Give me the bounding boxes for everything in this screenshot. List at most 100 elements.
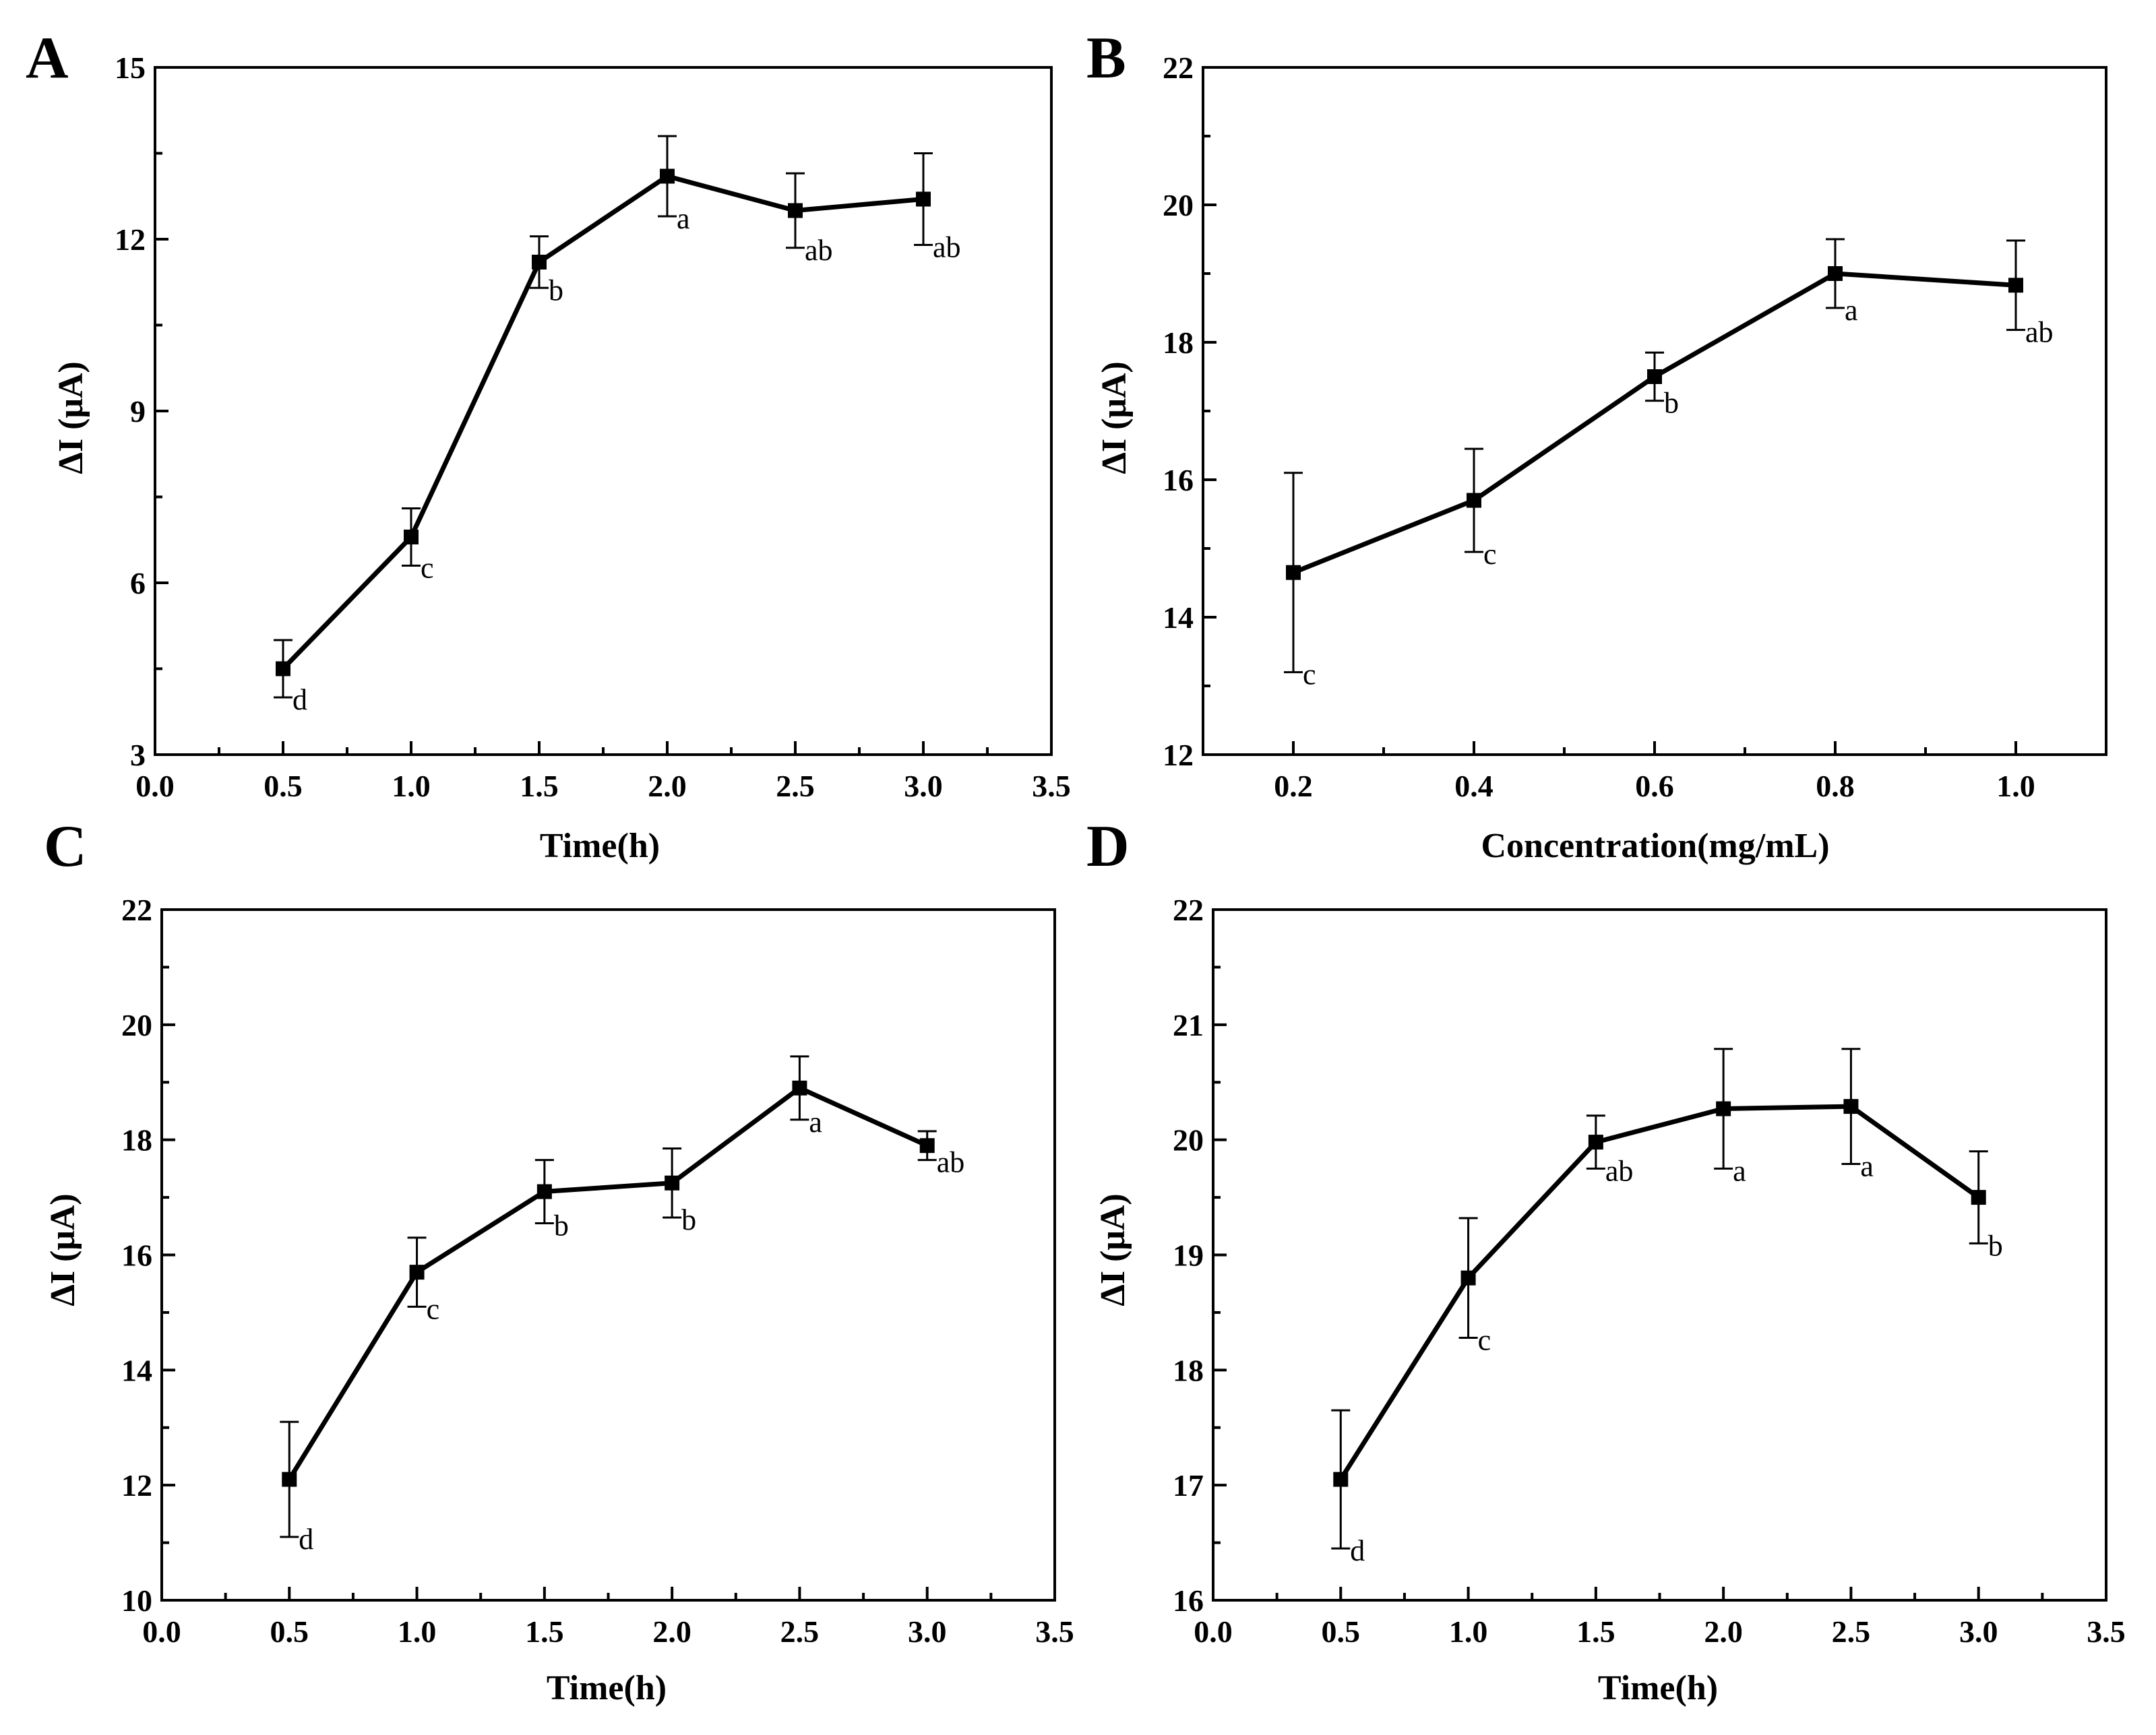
significance-label: d xyxy=(292,683,307,716)
plot-frame xyxy=(1202,66,2107,756)
y-tick-label: 20 xyxy=(121,1008,152,1042)
y-tick-label: 3 xyxy=(130,738,146,772)
x-axis-title: Concentration(mg/mL) xyxy=(1481,827,1829,865)
data-point xyxy=(1467,493,1481,508)
data-point xyxy=(404,530,419,544)
y-tick-label: 18 xyxy=(1173,1353,1204,1387)
data-point xyxy=(919,1138,935,1154)
significance-label: c xyxy=(427,1292,440,1325)
significance-label: b xyxy=(554,1209,569,1242)
series-line xyxy=(1292,271,2016,575)
x-axis-title: Time(h) xyxy=(540,827,660,865)
y-axis-title: ΔI (μA) xyxy=(44,1193,82,1306)
data-point xyxy=(2008,278,2023,293)
significance-label: a xyxy=(1845,294,1858,327)
x-tick-label: 3.5 xyxy=(1032,769,1071,803)
y-tick-label: 10 xyxy=(121,1583,152,1618)
y-axis-title: ΔI (μA) xyxy=(52,361,90,474)
x-tick-label: 0.8 xyxy=(1816,769,1855,803)
significance-label: ab xyxy=(1605,1154,1634,1187)
data-point xyxy=(788,203,803,218)
significance-label: c xyxy=(1478,1324,1491,1357)
y-tick-label: 16 xyxy=(1163,463,1194,497)
y-tick-label: 12 xyxy=(1163,738,1194,772)
significance-label: ab xyxy=(933,231,961,264)
panel-letter: B xyxy=(1086,26,1126,91)
x-tick-label: 0.0 xyxy=(142,1614,181,1649)
x-tick-label: 2.5 xyxy=(776,769,815,803)
significance-label: a xyxy=(1860,1150,1874,1183)
panel-c: C Time(h) ΔI (μA) 0.0 0.5 1.0 1.5 2.0 2.5 3.0 3… xyxy=(44,814,1074,1707)
x-tick-label: 2.0 xyxy=(648,769,687,803)
panel-a: A Time(h) ΔI (μA) 0.0 0.5 1.0 1.5 2.0 2.5 3.0 3… xyxy=(26,26,1071,865)
x-tick-label: 0.6 xyxy=(1635,769,1674,803)
data-point xyxy=(665,1175,680,1191)
series-line xyxy=(287,1085,929,1481)
significance-label: b xyxy=(549,274,563,307)
data-point xyxy=(1286,565,1301,580)
data-point xyxy=(532,255,547,270)
significance-label: b xyxy=(1988,1229,2003,1262)
data-point xyxy=(1460,1270,1476,1286)
y-tick-label: 20 xyxy=(1163,188,1194,222)
y-tick-label: 18 xyxy=(121,1123,152,1158)
significance-label: c xyxy=(1303,658,1316,691)
x-tick-label: 2.5 xyxy=(1832,1614,1871,1649)
y-tick-label: 16 xyxy=(121,1238,152,1273)
x-tick-label: 1.5 xyxy=(1576,1614,1615,1649)
significance-label: ab xyxy=(805,234,833,267)
plot-frame xyxy=(154,66,1053,756)
data-point xyxy=(1843,1099,1859,1114)
significance-label: a xyxy=(677,202,690,235)
panel-letter: A xyxy=(26,26,69,91)
y-tick-label: 14 xyxy=(121,1353,152,1387)
significance-label: a xyxy=(1733,1154,1746,1187)
significance-label: b xyxy=(681,1203,696,1236)
x-tick-label: 0.5 xyxy=(264,769,303,803)
x-tick-label: 1.0 xyxy=(398,1614,437,1649)
data-point xyxy=(1828,266,1843,281)
data-point xyxy=(1716,1101,1731,1116)
y-tick-label: 15 xyxy=(115,51,146,85)
y-tick-label: 21 xyxy=(1173,1008,1204,1042)
x-tick-label: 3.5 xyxy=(1035,1614,1074,1649)
y-tick-label: 19 xyxy=(1173,1238,1204,1273)
x-tick-label: 3.5 xyxy=(2087,1614,2126,1649)
y-axis-title: ΔI (μA) xyxy=(1094,1193,1132,1306)
x-tick-label: 0.5 xyxy=(1322,1614,1361,1649)
x-tick-label: 1.0 xyxy=(392,769,431,803)
plot-frame xyxy=(1212,908,2107,1602)
x-tick-label: 1.0 xyxy=(1996,769,2035,803)
data-point xyxy=(792,1080,807,1096)
y-tick-label: 6 xyxy=(130,566,146,600)
x-tick-label: 1.5 xyxy=(520,769,559,803)
y-tick-label: 12 xyxy=(115,222,146,257)
significance-label: c xyxy=(421,552,434,585)
x-tick-label: 3.0 xyxy=(904,769,943,803)
significance-label: ab xyxy=(937,1146,965,1179)
significance-label: d xyxy=(299,1523,313,1556)
significance-label: ab xyxy=(2025,316,2054,349)
significance-label: b xyxy=(1664,387,1679,420)
data-point xyxy=(1588,1135,1603,1150)
x-tick-label: 3.0 xyxy=(908,1614,947,1649)
significance-label: c xyxy=(1483,538,1497,571)
data-point xyxy=(660,168,675,184)
data-point xyxy=(276,661,290,676)
panel-letter: D xyxy=(1086,814,1130,879)
data-point xyxy=(1647,369,1662,384)
x-tick-label: 0.4 xyxy=(1454,769,1493,803)
data-point xyxy=(1971,1190,1986,1205)
x-tick-label: 3.0 xyxy=(1959,1614,1998,1649)
y-tick-label: 17 xyxy=(1173,1468,1204,1503)
x-tick-label: 0.2 xyxy=(1274,769,1313,803)
x-tick-label: 1.0 xyxy=(1449,1614,1488,1649)
x-tick-label: 0.0 xyxy=(135,769,175,803)
y-tick-label: 9 xyxy=(130,394,146,429)
series-line xyxy=(1338,1104,1980,1481)
significance-label: d xyxy=(1350,1534,1365,1567)
x-axis-title: Time(h) xyxy=(1598,1669,1718,1707)
y-tick-label: 18 xyxy=(1163,325,1194,360)
y-tick-label: 22 xyxy=(1173,893,1204,927)
